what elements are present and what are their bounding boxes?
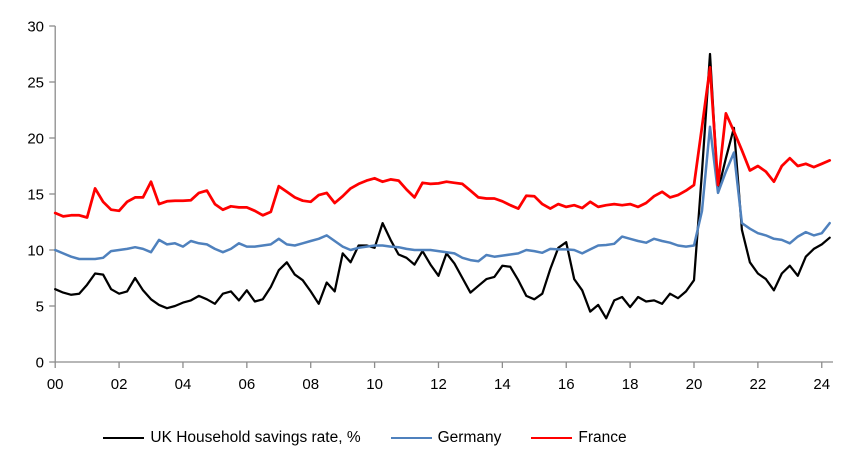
x-tick-label: 22 — [750, 376, 767, 393]
x-tick-label: 02 — [111, 376, 128, 393]
x-tick-label: 12 — [430, 376, 447, 393]
x-tick-label: 20 — [686, 376, 703, 393]
legend-label-uk: UK Household savings rate, % — [150, 429, 361, 446]
y-tick-label: 10 — [27, 243, 44, 260]
legend-item-uk: UK Household savings rate, % — [103, 429, 361, 447]
legend-label-germany: Germany — [437, 429, 502, 446]
y-tick-label: 30 — [27, 19, 44, 36]
germany-line-swatch-icon — [390, 436, 432, 440]
x-tick-label: 10 — [366, 376, 383, 393]
uk-line-swatch-icon — [103, 436, 145, 440]
y-tick-label: 15 — [27, 187, 44, 204]
uk-line — [54, 52, 831, 320]
y-tick-label: 5 — [36, 299, 44, 316]
y-tick-label: 0 — [36, 355, 44, 372]
france-line-swatch-icon — [531, 436, 573, 440]
x-tick-label: 00 — [47, 376, 64, 393]
x-tick-label: 08 — [302, 376, 319, 393]
chart-legend: UK Household savings rate, % Germany Fra… — [0, 429, 730, 447]
legend-item-germany: Germany — [390, 429, 502, 447]
france-line — [53, 66, 832, 219]
x-tick-label: 18 — [622, 376, 639, 393]
y-axis: 0 5 10 15 20 25 30 — [27, 19, 56, 372]
x-tick-label: 14 — [494, 376, 511, 393]
x-tick-label: 04 — [175, 376, 192, 393]
x-tick-label: 06 — [238, 376, 255, 393]
x-tick-label: 24 — [813, 376, 830, 393]
x-axis: 00 02 04 06 08 10 12 14 16 18 20 22 24 — [47, 361, 833, 393]
x-tick-label: 16 — [558, 376, 575, 393]
germany-line — [53, 125, 831, 263]
legend-item-france: France — [531, 429, 627, 447]
legend-label-france: France — [578, 429, 627, 446]
y-tick-label: 20 — [27, 131, 44, 148]
y-tick-label: 25 — [27, 75, 44, 92]
